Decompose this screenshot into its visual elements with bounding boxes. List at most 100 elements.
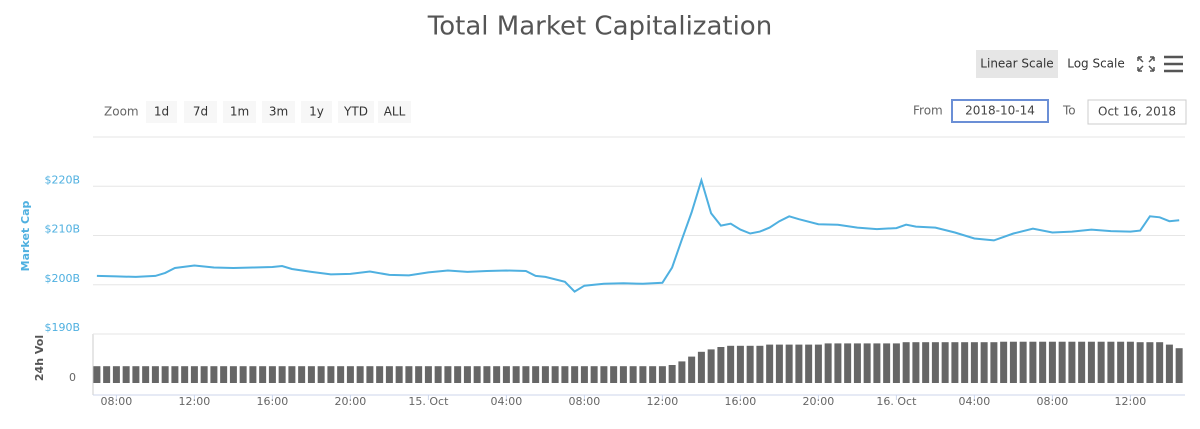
- volume-bar: [259, 366, 267, 383]
- y-tick-label: 0: [69, 371, 76, 384]
- volume-bar: [229, 366, 237, 383]
- linear-button[interactable]: [976, 50, 1058, 78]
- volume-bar: [892, 343, 900, 383]
- y-tick-label: $200B: [44, 272, 80, 285]
- range-label[interactable]: 1y: [309, 105, 324, 119]
- volume-bar: [970, 342, 978, 383]
- volume-bar: [961, 342, 969, 383]
- range-button[interactable]: [378, 101, 411, 123]
- volume-bar: [688, 356, 696, 383]
- volume-bar: [249, 366, 257, 383]
- linear-label[interactable]: Linear Scale: [980, 57, 1053, 71]
- vol-axis-label: 24h Vol: [33, 335, 46, 381]
- x-tick-label: 04:00: [959, 395, 991, 408]
- volume-bar: [756, 345, 764, 383]
- to-value[interactable]: Oct 16, 2018: [1098, 105, 1176, 119]
- volume-bar: [220, 366, 228, 383]
- fullscreen-icon[interactable]: [1137, 56, 1155, 72]
- x-tick-label: 08:00: [101, 395, 133, 408]
- volume-bar: [288, 366, 296, 383]
- range-button[interactable]: [184, 101, 217, 123]
- volume-bar: [649, 366, 657, 383]
- x-tick-label: 08:00: [1037, 395, 1069, 408]
- volume-bar: [532, 366, 540, 383]
- log-label[interactable]: Log Scale: [1067, 57, 1125, 71]
- volume-bar: [1097, 341, 1105, 383]
- volume-bar: [512, 366, 520, 383]
- volume-bar: [356, 366, 364, 383]
- range-button[interactable]: [146, 101, 177, 123]
- x-tick-label: 16:00: [257, 395, 289, 408]
- x-tick-label: 20:00: [803, 395, 835, 408]
- volume-bar: [473, 366, 481, 383]
- volume-bar: [200, 366, 208, 383]
- x-tick-label: 08:00: [569, 395, 601, 408]
- volume-bar: [678, 361, 686, 383]
- volume-bar: [317, 366, 325, 383]
- x-tick-label: 12:00: [647, 395, 679, 408]
- volume-bar: [93, 366, 101, 383]
- volume-bar: [541, 366, 549, 383]
- volume-bar: [863, 343, 871, 383]
- volume-bar: [161, 366, 169, 383]
- volume-bar: [639, 366, 647, 383]
- volume-bar: [239, 366, 247, 383]
- volume-bar: [619, 366, 627, 383]
- range-label[interactable]: 1d: [154, 105, 169, 119]
- volume-bar: [1175, 348, 1183, 383]
- range-label[interactable]: 1m: [230, 105, 249, 119]
- volume-bar: [405, 366, 413, 383]
- range-button[interactable]: [262, 101, 295, 123]
- volume-bar: [775, 344, 783, 383]
- volume-bar: [707, 349, 715, 383]
- from-input[interactable]: [951, 99, 1049, 123]
- volume-bar: [1068, 341, 1076, 383]
- volume-bar: [580, 366, 588, 383]
- range-button[interactable]: [301, 101, 332, 123]
- volume-bar: [268, 366, 276, 383]
- volume-bar: [736, 345, 744, 383]
- range-label[interactable]: 7d: [193, 105, 208, 119]
- range-label[interactable]: ALL: [384, 105, 406, 119]
- volume-bar: [941, 342, 949, 383]
- volume-bar: [1029, 341, 1037, 383]
- volume-bar: [844, 343, 852, 383]
- volume-bar: [424, 366, 432, 383]
- volume-bar: [434, 366, 442, 383]
- volume-bar: [1107, 341, 1115, 383]
- x-tick-label: 12:00: [179, 395, 211, 408]
- volume-bar: [824, 343, 832, 383]
- volume-bar: [1058, 341, 1066, 383]
- volume-bar: [980, 342, 988, 383]
- volume-bar: [327, 366, 335, 383]
- from-label: From: [913, 104, 943, 118]
- volume-bar: [853, 343, 861, 383]
- volume-bar: [629, 366, 637, 383]
- y-axis-label: Market Cap: [19, 201, 32, 272]
- volume-bar: [990, 342, 998, 383]
- chart-title: Total Market Capitalization: [427, 12, 772, 42]
- y-tick-label: $210B: [44, 223, 80, 236]
- volume-bar: [873, 343, 881, 383]
- volume-bar: [210, 366, 218, 383]
- volume-bar: [278, 366, 286, 383]
- volume-bar: [376, 366, 384, 383]
- volume-bar: [1136, 342, 1144, 383]
- range-button[interactable]: [223, 101, 256, 123]
- from-value[interactable]: 2018-10-14: [965, 104, 1035, 118]
- x-tick-label: 16:00: [725, 395, 757, 408]
- menu-icon[interactable]: [1164, 55, 1183, 73]
- volume-bar: [1126, 341, 1134, 383]
- range-label[interactable]: 3m: [269, 105, 288, 119]
- to-input[interactable]: [1087, 99, 1187, 125]
- volume-bar: [493, 366, 501, 383]
- volume-bar: [746, 345, 754, 383]
- volume-bar: [395, 366, 403, 383]
- volume-bar: [902, 342, 910, 383]
- volume-bar: [571, 366, 579, 383]
- volume-bar: [1000, 341, 1008, 383]
- volume-bar: [1117, 341, 1125, 383]
- range-label[interactable]: YTD: [343, 105, 368, 119]
- range-button[interactable]: [338, 101, 374, 123]
